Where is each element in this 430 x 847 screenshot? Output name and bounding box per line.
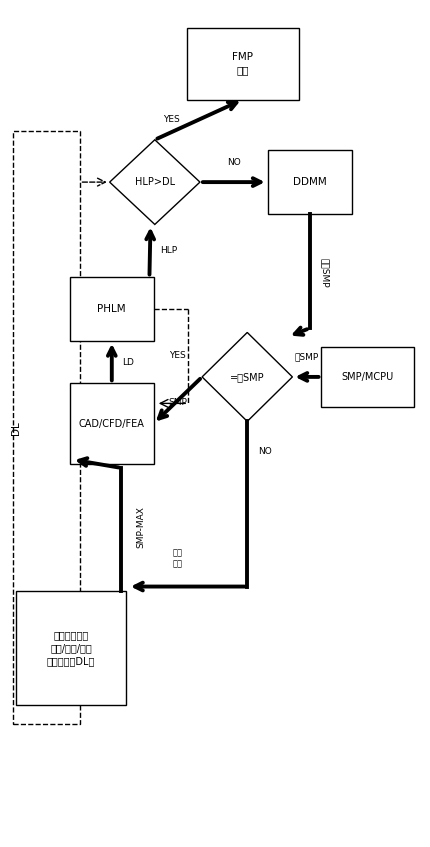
FancyBboxPatch shape — [70, 383, 154, 464]
Text: DDMM: DDMM — [293, 177, 326, 187]
Text: 设计（起点）
构型/材料/工况
设计寿命（DL）: 设计（起点） 构型/材料/工况 设计寿命（DL） — [47, 630, 95, 666]
Text: HLP>DL: HLP>DL — [135, 177, 175, 187]
Text: 预定SMP: 预定SMP — [320, 258, 329, 288]
Text: HLP: HLP — [160, 246, 177, 256]
Text: CAD/CFD/FEA: CAD/CFD/FEA — [79, 418, 145, 429]
Text: NO: NO — [258, 446, 272, 456]
Text: SMP: SMP — [169, 398, 187, 407]
Polygon shape — [202, 332, 292, 421]
Text: YES: YES — [169, 351, 186, 360]
Text: FMP
终点: FMP 终点 — [233, 52, 253, 75]
Text: =库SMP: =库SMP — [230, 372, 264, 382]
FancyBboxPatch shape — [70, 277, 154, 340]
Text: 库SMP: 库SMP — [295, 352, 319, 362]
Polygon shape — [110, 140, 200, 224]
FancyBboxPatch shape — [16, 591, 126, 705]
FancyBboxPatch shape — [267, 150, 351, 213]
Text: PHLM: PHLM — [98, 304, 126, 314]
FancyBboxPatch shape — [187, 27, 299, 99]
Text: 修改
设计: 修改 设计 — [173, 549, 183, 567]
Text: DL: DL — [11, 421, 22, 435]
FancyBboxPatch shape — [321, 347, 414, 407]
Text: SMP-MAX: SMP-MAX — [137, 507, 145, 548]
Text: NO: NO — [227, 158, 241, 167]
Text: SMP/MCPU: SMP/MCPU — [341, 372, 394, 382]
Text: LD: LD — [123, 357, 135, 367]
Text: YES: YES — [163, 115, 180, 125]
